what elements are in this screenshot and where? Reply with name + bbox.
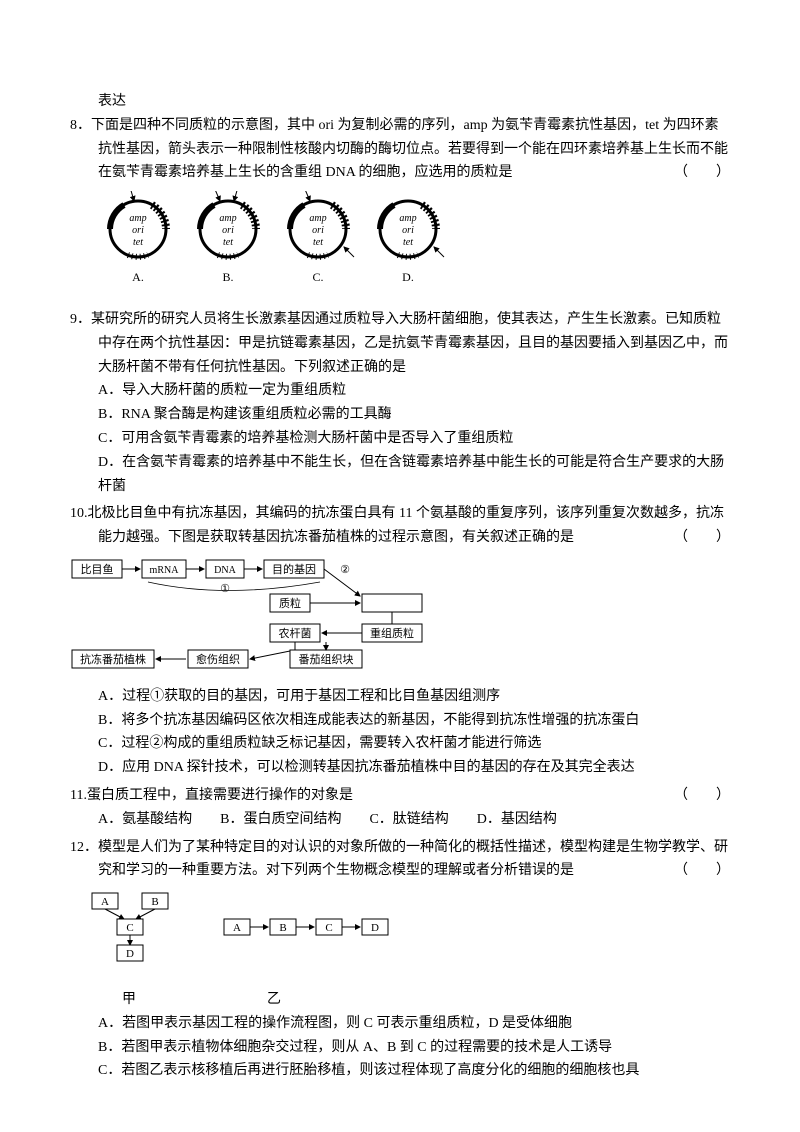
question-8: 8．下面是四种不同质粒的示意图，其中 ori 为复制必需的序列，amp 为氨苄青… <box>70 114 730 304</box>
plasmid-c: amp ori tet <box>290 191 354 257</box>
q10-opt-c: C．过程②构成的重组质粒缺乏标记基因，需要转入农杆菌才能进行筛选 <box>70 732 730 756</box>
q12-opt-b: B．若图甲表示植物体细胞杂交过程，则从 A、B 到 C 的过程需要的技术是人工诱… <box>70 1036 730 1060</box>
question-12: 12．模型是人们为了某种特定目的对认识的对象所做的一种简化的概括性描述，模型构建… <box>70 836 730 1084</box>
q8-paren: （ ） <box>702 161 730 185</box>
q9-opt-c: C．可用含氨苄青霉素的培养基检测大肠杆菌中是否导入了重组质粒 <box>70 427 730 451</box>
q11-number: 11. <box>70 788 87 803</box>
svg-text:D: D <box>371 922 379 934</box>
svg-text:①: ① <box>220 583 230 595</box>
svg-text:A: A <box>233 922 241 934</box>
svg-text:A: A <box>101 896 109 908</box>
q10-text: 北极比目鱼中有抗冻基因，其编码的抗冻蛋白具有 11 个氨基酸的重复序列，该序列重… <box>88 506 724 545</box>
q12-paren: （ ） <box>702 859 730 883</box>
q12-opt-c: C．若图乙表示核移植后再进行胚胎移植，则该过程体现了高度分化的细胞的细胞核也具 <box>70 1059 730 1083</box>
svg-text:质粒: 质粒 <box>279 596 301 610</box>
svg-text:B: B <box>151 896 158 908</box>
svg-text:D.: D. <box>402 270 414 284</box>
plasmid-b: amp ori tet <box>200 191 256 257</box>
q10-opt-d: D．应用 DNA 探针技术，可以检测转基因抗冻番茄植株中目的基因的存在及其完全表… <box>70 756 730 780</box>
q11-paren: （ ） <box>702 784 730 808</box>
svg-text:②: ② <box>340 564 350 576</box>
plasmid-d: amp ori tet <box>380 201 444 257</box>
svg-text:番茄组织块: 番茄组织块 <box>299 652 354 666</box>
svg-text:amp: amp <box>129 213 146 224</box>
svg-text:amp: amp <box>399 213 416 224</box>
q11-options: A．氨基酸结构 B．蛋白质空间结构 C．肽链结构 D．基因结构 <box>70 808 730 832</box>
q9-opt-a: A．导入大肠杆菌的质粒一定为重组质粒 <box>70 379 730 403</box>
q10-opt-b: B．将多个抗冻基因编码区依次相连成能表达的新基因，不能得到抗冻性增强的抗冻蛋白 <box>70 709 730 733</box>
question-11: 11.蛋白质工程中，直接需要进行操作的对象是 （ ） A．氨基酸结构 B．蛋白质空… <box>70 784 730 832</box>
q10-paren: （ ） <box>702 526 730 550</box>
plasmid-a: amp ori tet <box>110 191 166 257</box>
q8-number: 8． <box>70 118 91 133</box>
svg-text:D: D <box>126 948 134 960</box>
svg-text:DNA: DNA <box>214 565 236 576</box>
question-10: 10.北极比目鱼中有抗冻基因，其编码的抗冻蛋白具有 11 个氨基酸的重复序列，该… <box>70 502 730 780</box>
svg-text:抗冻番茄植株: 抗冻番茄植株 <box>80 652 146 666</box>
fragment-previous-page: 表达 <box>70 90 730 114</box>
q9-opt-b: B．RNA 聚合酶是构建该重组质粒必需的工具酶 <box>70 403 730 427</box>
svg-text:ori: ori <box>402 225 414 236</box>
q12-text: 模型是人们为了某种特定目的对认识的对象所做的一种简化的概括性描述，模型构建是生物… <box>98 840 728 879</box>
svg-text:愈伤组织: 愈伤组织 <box>196 652 240 666</box>
q10-flow-figure: 比目鱼 mRNA DNA 目的基因 ① ② 质粒 <box>70 550 730 685</box>
svg-text:tet: tet <box>403 237 413 248</box>
svg-text:比目鱼: 比目鱼 <box>81 562 114 576</box>
svg-text:C: C <box>126 922 133 934</box>
q9-text: 某研究所的研究人员将生长激素基因通过质粒导入大肠杆菌细胞，使其表达，产生生长激素… <box>91 312 728 375</box>
svg-text:amp: amp <box>219 213 236 224</box>
svg-text:A.: A. <box>132 270 144 284</box>
q9-number: 9． <box>70 312 91 327</box>
svg-text:tet: tet <box>133 237 143 248</box>
svg-text:目的基因: 目的基因 <box>272 562 316 576</box>
svg-text:农杆菌: 农杆菌 <box>279 626 312 640</box>
q12-caption-left: 甲 <box>84 988 174 1012</box>
q11-text: 蛋白质工程中，直接需要进行操作的对象是 <box>87 788 353 803</box>
svg-text:mRNA: mRNA <box>150 565 180 576</box>
svg-text:B.: B. <box>222 270 233 284</box>
svg-text:tet: tet <box>313 237 323 248</box>
svg-text:ori: ori <box>312 225 324 236</box>
svg-text:amp: amp <box>309 213 326 224</box>
q12-number: 12． <box>70 840 98 855</box>
svg-text:C.: C. <box>312 270 323 284</box>
q8-plasmid-figure: amp ori tet A. amp ori tet <box>70 185 730 304</box>
q10-number: 10. <box>70 506 88 521</box>
q10-opt-a: A．过程①获取的目的基因，可用于基因工程和比目鱼基因组测序 <box>70 685 730 709</box>
svg-text:tet: tet <box>223 237 233 248</box>
q12-model-figure: A B C D A B C <box>70 883 730 1012</box>
question-9: 9．某研究所的研究人员将生长激素基因通过质粒导入大肠杆菌细胞，使其表达，产生生长… <box>70 308 730 498</box>
svg-text:ori: ori <box>132 225 144 236</box>
q8-text: 下面是四种不同质粒的示意图，其中 ori 为复制必需的序列，amp 为氨苄青霉素… <box>91 118 728 181</box>
svg-text:重组质粒: 重组质粒 <box>370 626 414 640</box>
svg-text:C: C <box>325 922 332 934</box>
svg-text:ori: ori <box>222 225 234 236</box>
q12-opt-a: A．若图甲表示基因工程的操作流程图，则 C 可表示重组质粒，D 是受体细胞 <box>70 1012 730 1036</box>
q9-opt-d: D．在含氨苄青霉素的培养基中不能生长，但在含链霉素培养基中能生长的可能是符合生产… <box>70 451 730 499</box>
svg-text:B: B <box>279 922 286 934</box>
q12-caption-right: 乙 <box>174 988 374 1012</box>
